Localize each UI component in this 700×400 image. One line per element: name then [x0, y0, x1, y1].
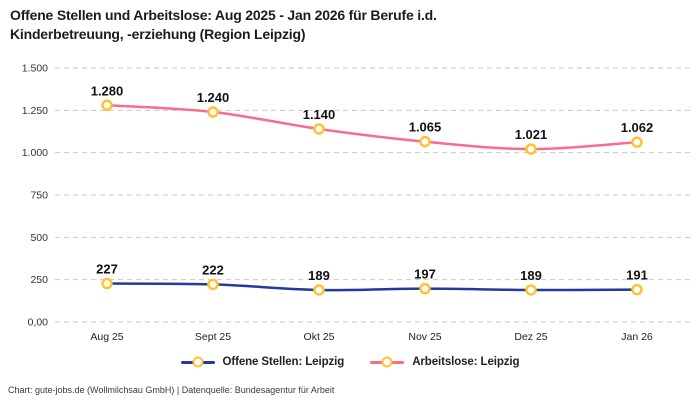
legend-marker-ring-icon — [381, 356, 393, 368]
chart-title: Offene Stellen und Arbeitslose: Aug 2025… — [10, 6, 437, 44]
data-point-label: 189 — [520, 268, 542, 283]
data-point-marker[interactable] — [419, 282, 431, 295]
data-point-label: 189 — [308, 268, 330, 283]
data-point-marker[interactable] — [525, 143, 537, 155]
chart-title-line1: Offene Stellen und Arbeitslose: Aug 2025… — [10, 7, 437, 23]
y-axis-tick-label: 500 — [30, 232, 48, 244]
data-point-marker[interactable] — [101, 99, 113, 112]
data-point-label: 227 — [96, 262, 118, 277]
legend-item-arbeitslose[interactable]: Arbeitslose: Leipzig — [370, 356, 520, 368]
data-point-marker[interactable] — [419, 135, 431, 148]
data-point-label: 197 — [414, 267, 436, 282]
y-axis-tick-label: 750 — [30, 190, 48, 202]
chart-legend: Offene Stellen: Leipzig Arbeitslose: Lei… — [0, 356, 700, 368]
data-point-label: 1.140 — [303, 107, 336, 122]
series-line-offene_stellen — [105, 282, 639, 292]
x-axis-tick-label: Dez 25 — [514, 331, 547, 343]
data-point-label: 1.062 — [621, 120, 654, 135]
data-point-marker[interactable] — [101, 277, 113, 290]
data-point-label: 1.065 — [409, 120, 442, 135]
y-axis-tick-label: 1.500 — [22, 63, 48, 75]
data-point-label: 191 — [626, 268, 648, 283]
data-point-marker[interactable] — [631, 283, 643, 296]
data-point-label: 1.021 — [515, 127, 548, 142]
x-axis-tick-label: Sept 25 — [195, 331, 231, 343]
legend-marker-ring-icon — [192, 356, 204, 368]
series-line-arbeitslose — [105, 104, 639, 151]
chart-credit: Chart: gute-jobs.de (Wollmilchsau GmbH) … — [8, 385, 335, 395]
y-axis-tick-label: 250 — [30, 274, 48, 286]
data-point-marker[interactable] — [313, 123, 325, 135]
legend-label: Arbeitslose: Leipzig — [412, 356, 520, 368]
data-point-marker[interactable] — [207, 278, 219, 291]
y-axis-tick-label: 0,00 — [28, 317, 49, 329]
data-point-label: 1.280 — [91, 83, 124, 98]
legend-item-offene-stellen[interactable]: Offene Stellen: Leipzig — [180, 356, 345, 368]
data-point-label: 222 — [202, 262, 224, 277]
data-point-marker[interactable] — [631, 136, 643, 148]
y-axis-tick-label: 1.250 — [22, 105, 48, 117]
y-axis-tick-label: 1.000 — [22, 147, 48, 159]
legend-label: Offene Stellen: Leipzig — [222, 356, 345, 368]
data-point-marker[interactable] — [207, 106, 219, 118]
legend-line-sample-icon — [370, 356, 405, 368]
data-point-marker[interactable] — [525, 284, 537, 296]
x-axis-tick-label: Jan 26 — [621, 331, 653, 343]
x-axis-tick-label: Okt 25 — [304, 331, 335, 343]
legend-line-sample-icon — [180, 356, 215, 368]
chart-title-line2: Kinderbetreuung, -erziehung (Region Leip… — [10, 26, 306, 42]
data-point-label: 1.240 — [197, 90, 230, 105]
x-axis-tick-label: Aug 25 — [90, 331, 123, 343]
data-point-marker[interactable] — [313, 284, 325, 296]
x-axis-tick-label: Nov 25 — [408, 331, 441, 343]
